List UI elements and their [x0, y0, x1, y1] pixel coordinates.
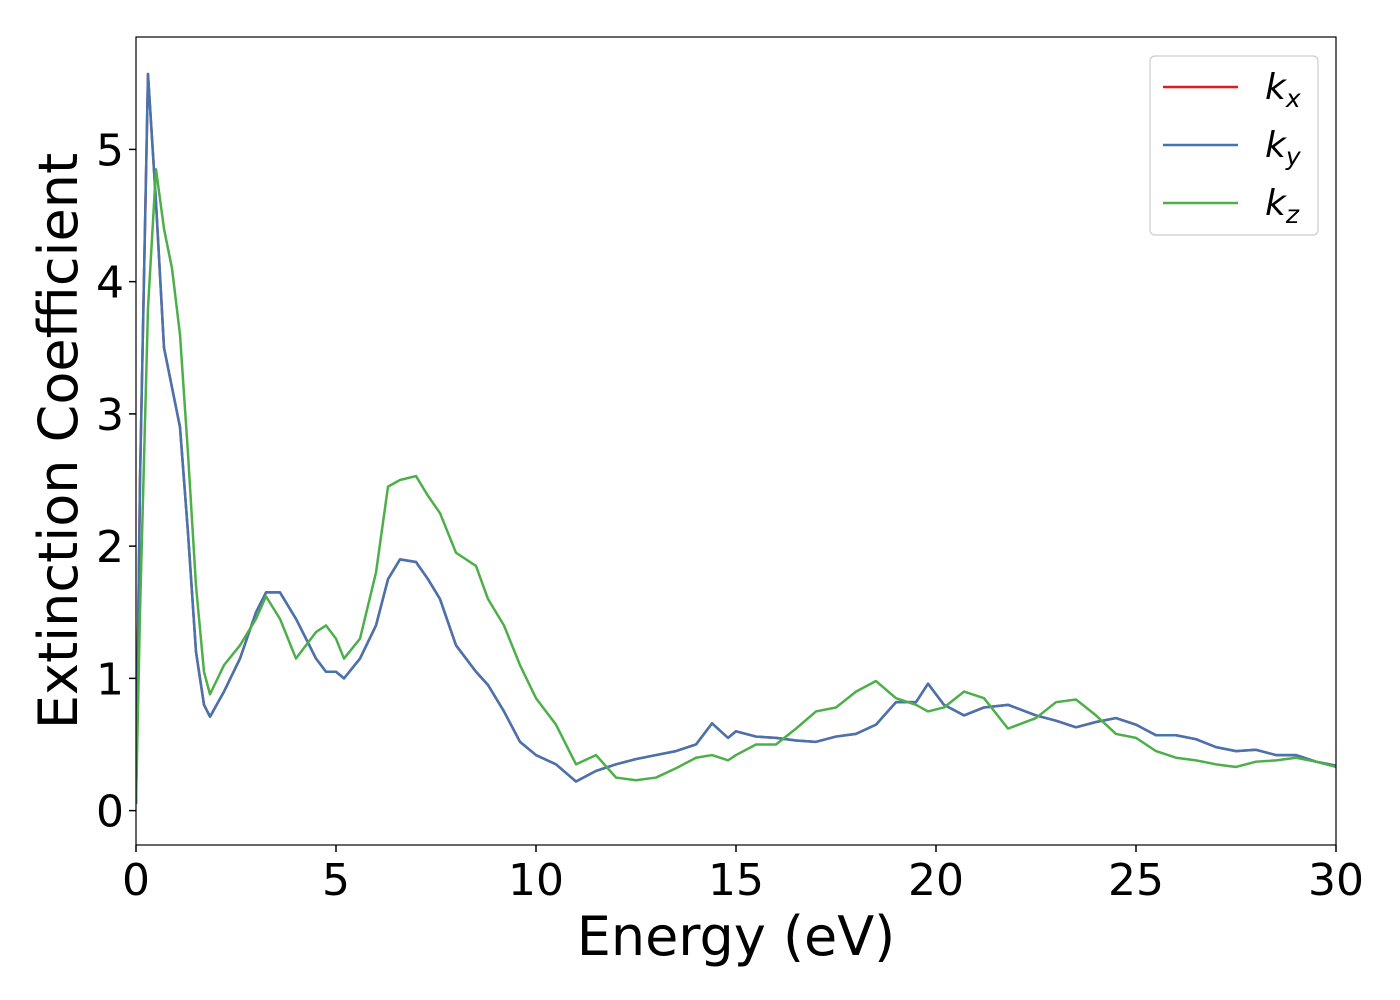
y-tick-label: 0: [96, 787, 124, 838]
x-tick-label: 5: [322, 855, 350, 906]
series-line: [136, 72, 1336, 805]
x-axis-label: Energy (eV): [577, 905, 896, 968]
x-tick-label: 30: [1308, 855, 1364, 906]
series-line: [136, 167, 1336, 805]
y-tick-label: 4: [96, 258, 124, 309]
y-tick-label: 1: [96, 654, 124, 705]
x-tick-label: 15: [708, 855, 764, 906]
x-tick-label: 20: [908, 855, 964, 906]
x-tick-label: 25: [1108, 855, 1164, 906]
plot-frame: [135, 36, 1337, 846]
legend-label: kz: [1265, 183, 1300, 229]
y-axis-label: Extinction Coefficient: [27, 153, 90, 729]
y-tick-label: 2: [96, 522, 124, 573]
x-tick-label: 10: [508, 855, 564, 906]
y-tick-label: 3: [96, 390, 124, 441]
legend-label: ky: [1265, 125, 1302, 171]
y-tick-label: 5: [96, 125, 124, 176]
legend-label: kx: [1265, 67, 1301, 113]
x-tick-label: 0: [122, 855, 150, 906]
